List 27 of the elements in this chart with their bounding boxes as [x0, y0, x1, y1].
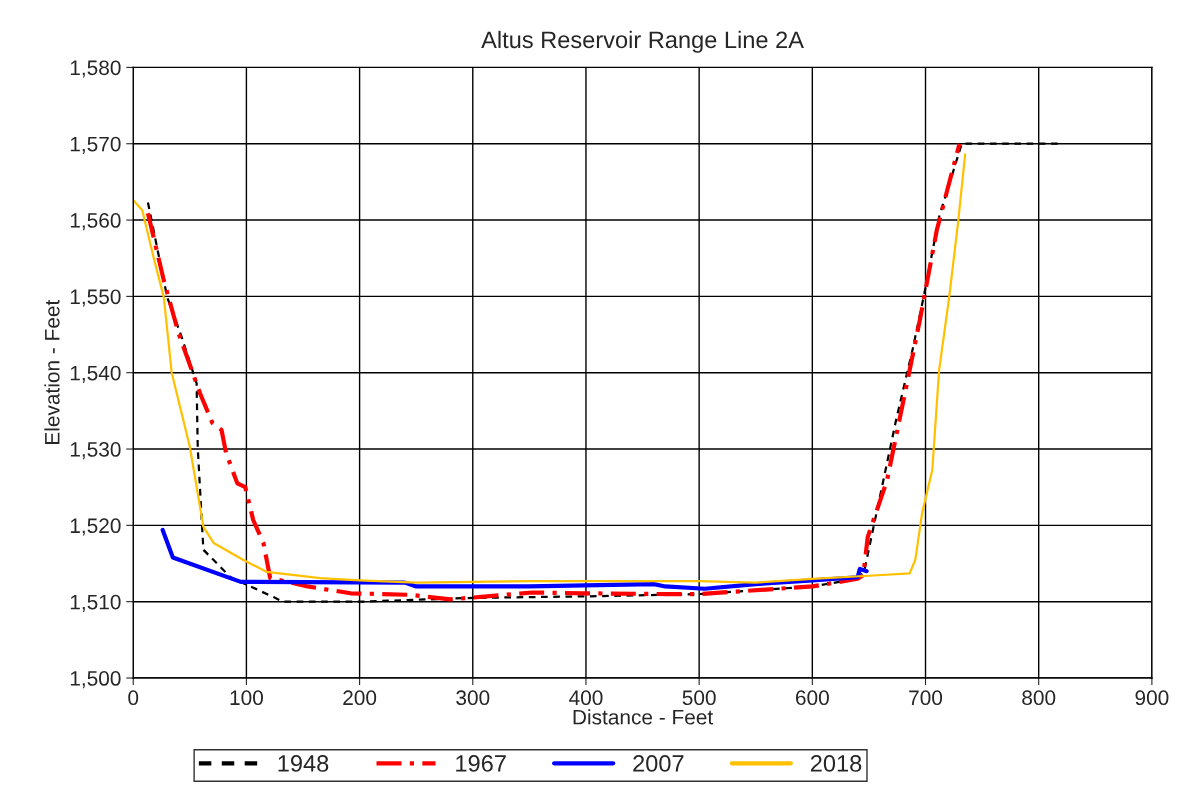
x-tick-label: 400: [569, 690, 603, 706]
x-tick-label: 800: [1022, 690, 1056, 706]
x-axis-title: Distance - Feet: [573, 709, 714, 725]
x-tick-label: 600: [796, 690, 829, 706]
x-tick-label: 0: [128, 690, 139, 706]
x-tick-label: 500: [682, 690, 716, 706]
x-tick-label: 100: [230, 690, 263, 706]
x-tick-label: 700: [909, 690, 943, 706]
y-tick-label: 1,560: [70, 213, 121, 231]
chart-title: Altus Reservoir Range Line 2A: [481, 30, 804, 53]
x-tick-label: 200: [343, 690, 377, 706]
legend-label: 1967: [456, 755, 506, 772]
y-tick-label: 1,550: [70, 289, 121, 307]
legend-label: 2018: [810, 755, 862, 772]
y-tick-label: 1,530: [70, 442, 121, 460]
line-series: [160, 527, 869, 591]
y-tick-label: 1,540: [70, 365, 121, 383]
y-tick-label: 1,570: [70, 136, 121, 154]
legend-label: 1948: [278, 755, 329, 772]
y-tick-label: 1,510: [70, 594, 121, 612]
legend-label: 2007: [633, 755, 684, 772]
y-tick-label: 1,520: [70, 518, 121, 536]
y-axis-title: Elevation - Feet: [44, 299, 60, 444]
y-tick-label: 1,580: [70, 60, 121, 78]
y-tick-label: 1,500: [70, 671, 121, 689]
x-tick-label: 900: [1135, 690, 1169, 706]
x-tick-label: 300: [456, 690, 490, 706]
